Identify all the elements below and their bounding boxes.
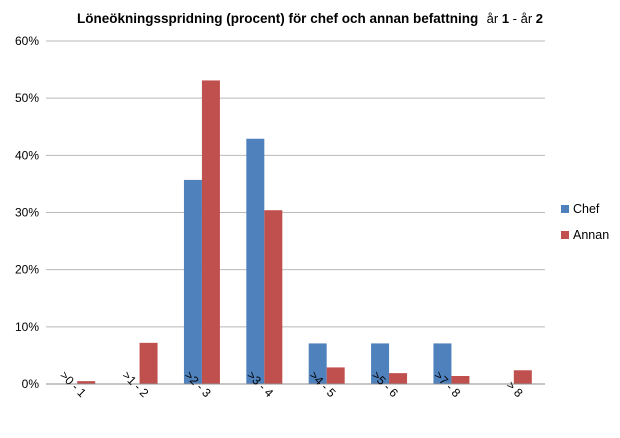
chart-title-suffix-4: 2 <box>536 11 543 26</box>
bar-annan-3 <box>264 210 283 384</box>
y-tick-label: 50% <box>15 91 39 105</box>
legend-label-annan: Annan <box>573 228 609 242</box>
y-tick-label: 20% <box>15 263 39 277</box>
chart-title: Löneökningsspridning (procent) för chef … <box>77 10 543 27</box>
y-tick-label: 30% <box>15 206 39 220</box>
chart-title-suffix-1: år <box>487 11 502 26</box>
chart-title-suffix-2: 1 <box>502 11 509 26</box>
legend: Chef Annan <box>561 202 609 242</box>
chart-title-main: Löneökningsspridning (procent) för chef … <box>77 11 478 26</box>
bar-annan-1 <box>139 342 158 384</box>
bar-chef-4 <box>308 343 327 384</box>
legend-swatch-annan <box>561 231 569 239</box>
legend-label-chef: Chef <box>573 202 600 216</box>
bar-annan-0 <box>77 381 96 384</box>
legend-swatch-chef <box>561 205 569 213</box>
y-tick-label: 10% <box>15 320 39 334</box>
y-tick-label: 0% <box>22 377 40 391</box>
gridlines <box>46 40 545 328</box>
y-tick-label: 40% <box>15 148 39 162</box>
bar-annan-2 <box>201 80 220 384</box>
bars <box>77 80 532 384</box>
y-axis-ticks: 0% 10% 20% 30% 40% 50% 60% <box>15 34 39 391</box>
chart-title-suffix-3: - år <box>509 11 536 26</box>
bar-chef-6 <box>433 343 452 384</box>
bar-chef-2 <box>183 179 202 384</box>
bar-annan-6 <box>451 375 470 384</box>
bar-annan-7 <box>513 370 532 384</box>
bar-chef-5 <box>371 343 390 384</box>
bar-annan-4 <box>326 367 345 384</box>
y-tick-label: 60% <box>15 34 39 48</box>
bar-annan-5 <box>389 373 408 384</box>
bar-chef-3 <box>246 138 265 384</box>
